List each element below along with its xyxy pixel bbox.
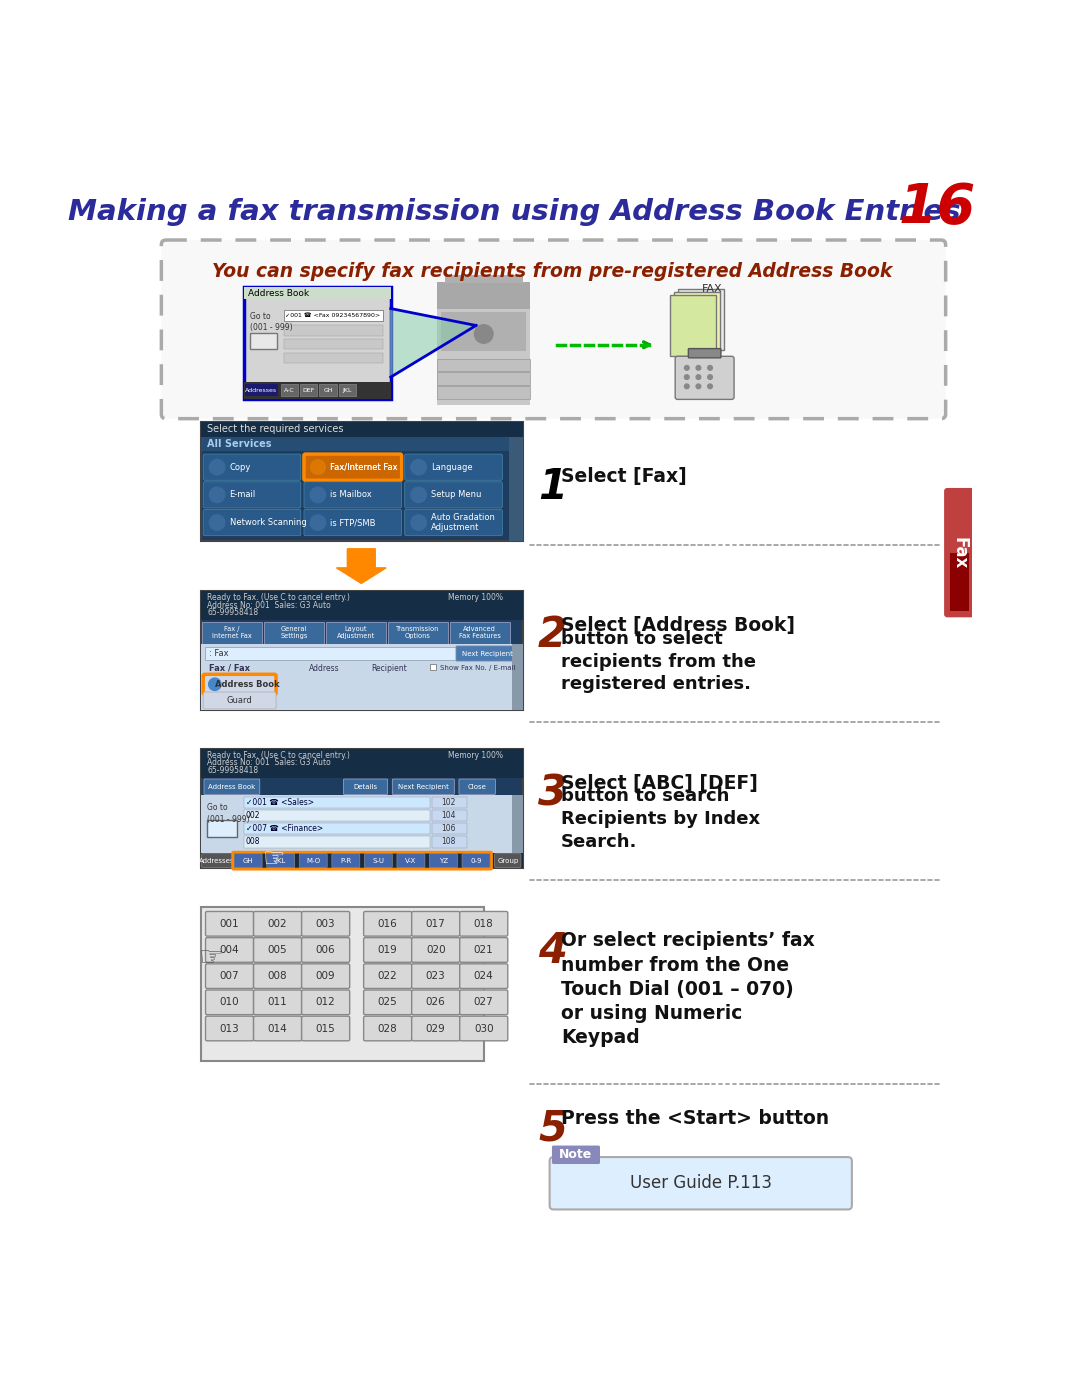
Text: Address: Address — [309, 664, 340, 672]
FancyBboxPatch shape — [303, 510, 402, 535]
Circle shape — [410, 515, 427, 531]
Text: Note: Note — [559, 1148, 593, 1161]
Text: Fax/Internet Fax: Fax/Internet Fax — [330, 462, 397, 472]
FancyBboxPatch shape — [254, 964, 301, 989]
Text: 002: 002 — [268, 919, 287, 929]
Text: Memory 100%: Memory 100% — [448, 592, 503, 602]
Text: 004: 004 — [219, 944, 240, 956]
FancyBboxPatch shape — [364, 911, 411, 936]
Circle shape — [707, 366, 713, 370]
Text: User Guide P.113: User Guide P.113 — [630, 1175, 772, 1192]
FancyBboxPatch shape — [495, 854, 521, 868]
Text: Select the required services: Select the required services — [207, 425, 343, 434]
Text: Making a fax transmission using Address Book Entries: Making a fax transmission using Address … — [68, 198, 961, 226]
Text: 007: 007 — [219, 971, 240, 981]
FancyBboxPatch shape — [332, 854, 360, 868]
FancyBboxPatch shape — [674, 292, 720, 353]
FancyBboxPatch shape — [432, 835, 467, 848]
FancyBboxPatch shape — [441, 313, 526, 351]
FancyBboxPatch shape — [254, 990, 301, 1014]
Text: is FTP/SMB: is FTP/SMB — [330, 518, 376, 527]
FancyBboxPatch shape — [445, 275, 523, 284]
Text: General
Settings: General Settings — [280, 626, 308, 638]
Text: Details: Details — [353, 784, 377, 789]
Text: 002: 002 — [246, 812, 260, 820]
FancyBboxPatch shape — [411, 911, 460, 936]
FancyBboxPatch shape — [437, 373, 530, 384]
Text: Show Fax No. / E-mail: Show Fax No. / E-mail — [440, 665, 515, 671]
FancyBboxPatch shape — [364, 937, 411, 963]
FancyBboxPatch shape — [301, 911, 350, 936]
Text: 3: 3 — [538, 773, 567, 814]
FancyBboxPatch shape — [299, 854, 327, 868]
FancyBboxPatch shape — [364, 854, 392, 868]
Text: Address Book: Address Book — [248, 289, 309, 298]
FancyBboxPatch shape — [303, 454, 402, 481]
Text: ✓007 ☎ <Finance>: ✓007 ☎ <Finance> — [246, 824, 323, 833]
Text: Fax: Fax — [950, 536, 969, 569]
FancyBboxPatch shape — [688, 349, 721, 358]
FancyBboxPatch shape — [161, 240, 946, 419]
Text: Select [Fax]: Select [Fax] — [562, 467, 687, 486]
Text: Or select recipients’ fax
number from the One
Touch Dial (001 – 070)
or using Nu: Or select recipients’ fax number from th… — [562, 932, 815, 1048]
FancyBboxPatch shape — [364, 1016, 411, 1041]
Circle shape — [410, 460, 427, 475]
Text: JKL: JKL — [275, 858, 286, 863]
Text: S-U: S-U — [373, 858, 384, 863]
FancyBboxPatch shape — [243, 810, 430, 821]
FancyBboxPatch shape — [234, 854, 262, 868]
Text: 012: 012 — [315, 997, 336, 1007]
FancyBboxPatch shape — [249, 334, 276, 349]
FancyBboxPatch shape — [430, 664, 436, 671]
FancyBboxPatch shape — [462, 854, 490, 868]
Text: ☞: ☞ — [264, 847, 286, 872]
Text: 019: 019 — [378, 944, 397, 956]
Text: Addresses: Addresses — [245, 388, 278, 393]
FancyBboxPatch shape — [205, 911, 254, 936]
Text: Fax / Fax: Fax / Fax — [208, 664, 249, 672]
FancyBboxPatch shape — [243, 796, 430, 809]
FancyBboxPatch shape — [411, 964, 460, 989]
Text: Next Recipient: Next Recipient — [397, 784, 448, 789]
FancyBboxPatch shape — [254, 911, 301, 936]
Text: Select [Address Book]: Select [Address Book] — [562, 616, 795, 634]
FancyBboxPatch shape — [405, 510, 502, 535]
Text: Network Scanning: Network Scanning — [230, 518, 307, 527]
FancyBboxPatch shape — [326, 622, 387, 644]
Text: ✓001 ☎ <Sales>: ✓001 ☎ <Sales> — [246, 798, 314, 807]
FancyBboxPatch shape — [432, 796, 467, 809]
FancyBboxPatch shape — [343, 780, 388, 795]
Text: Group: Group — [497, 858, 518, 863]
FancyBboxPatch shape — [245, 384, 278, 397]
FancyBboxPatch shape — [460, 911, 508, 936]
Text: 102: 102 — [442, 798, 456, 807]
Text: ☞: ☞ — [199, 943, 224, 972]
FancyBboxPatch shape — [207, 820, 237, 837]
Text: 017: 017 — [426, 919, 446, 929]
FancyBboxPatch shape — [364, 990, 411, 1014]
FancyBboxPatch shape — [205, 1016, 254, 1041]
Text: 0-9: 0-9 — [470, 858, 482, 863]
Circle shape — [697, 374, 701, 380]
Text: : Fax: : Fax — [208, 650, 228, 658]
FancyBboxPatch shape — [411, 937, 460, 963]
FancyBboxPatch shape — [550, 1157, 852, 1210]
FancyBboxPatch shape — [203, 510, 301, 535]
Text: Ready to Fax. (Use C to cancel entry.): Ready to Fax. (Use C to cancel entry.) — [207, 750, 350, 760]
FancyBboxPatch shape — [460, 937, 508, 963]
FancyBboxPatch shape — [243, 835, 430, 848]
Text: 015: 015 — [315, 1024, 336, 1034]
Polygon shape — [337, 549, 387, 584]
FancyBboxPatch shape — [203, 675, 276, 694]
FancyBboxPatch shape — [301, 1016, 350, 1041]
FancyBboxPatch shape — [201, 437, 523, 451]
FancyBboxPatch shape — [303, 482, 402, 509]
FancyBboxPatch shape — [201, 591, 523, 620]
FancyBboxPatch shape — [301, 964, 350, 989]
Text: 003: 003 — [315, 919, 336, 929]
FancyBboxPatch shape — [512, 795, 523, 854]
Text: All Services: All Services — [207, 439, 271, 448]
Text: Transmission
Options: Transmission Options — [396, 626, 440, 638]
FancyBboxPatch shape — [201, 749, 523, 778]
FancyBboxPatch shape — [392, 780, 455, 795]
